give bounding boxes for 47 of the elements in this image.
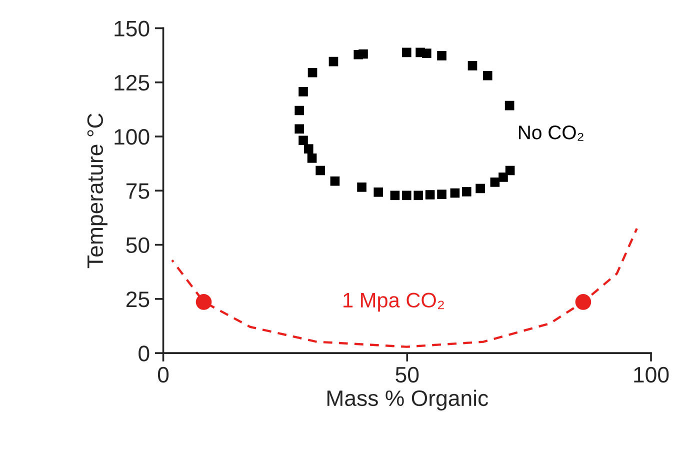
point [504,100,514,110]
point [307,154,317,163]
point [462,187,472,196]
series-label: No CO₂ [518,126,584,141]
point [304,144,314,154]
point [505,166,515,176]
point [490,178,500,187]
point [402,190,412,200]
point [482,70,492,80]
y-tick-label: 125 [114,74,150,91]
point [196,294,212,310]
point [308,68,318,78]
y-axis-title: Temperature °C [87,114,108,268]
point [575,294,592,310]
text: 1 Mpa CO₂ [344,292,444,312]
line-series [170,227,638,348]
point [437,51,446,60]
point [298,87,308,96]
point [498,172,508,182]
point [425,190,435,200]
y-tick-label: 100 [114,129,150,145]
point [328,56,338,66]
x-axis-title: Mass % Organic [327,390,488,410]
point [414,190,424,200]
x-tick-label: 100 [634,366,669,383]
point [298,136,308,146]
x-tick-label: 50 [396,366,419,383]
x-tick-label: 0 [158,366,169,383]
point [374,188,384,197]
point [468,61,478,70]
point [402,48,412,58]
point [476,184,485,194]
point [390,190,400,200]
point [450,188,460,198]
point [294,124,304,134]
point [357,182,366,192]
y-tick-label: 75 [126,183,150,199]
point [354,50,364,60]
y-tick-label: 150 [114,20,150,36]
point [294,106,304,116]
y-tick-label: 25 [126,291,150,308]
y-tick-label: 50 [126,237,150,254]
point [437,190,446,199]
point [316,166,325,176]
y-tick-label: 0 [138,346,150,362]
point [416,48,425,58]
point [330,176,340,186]
